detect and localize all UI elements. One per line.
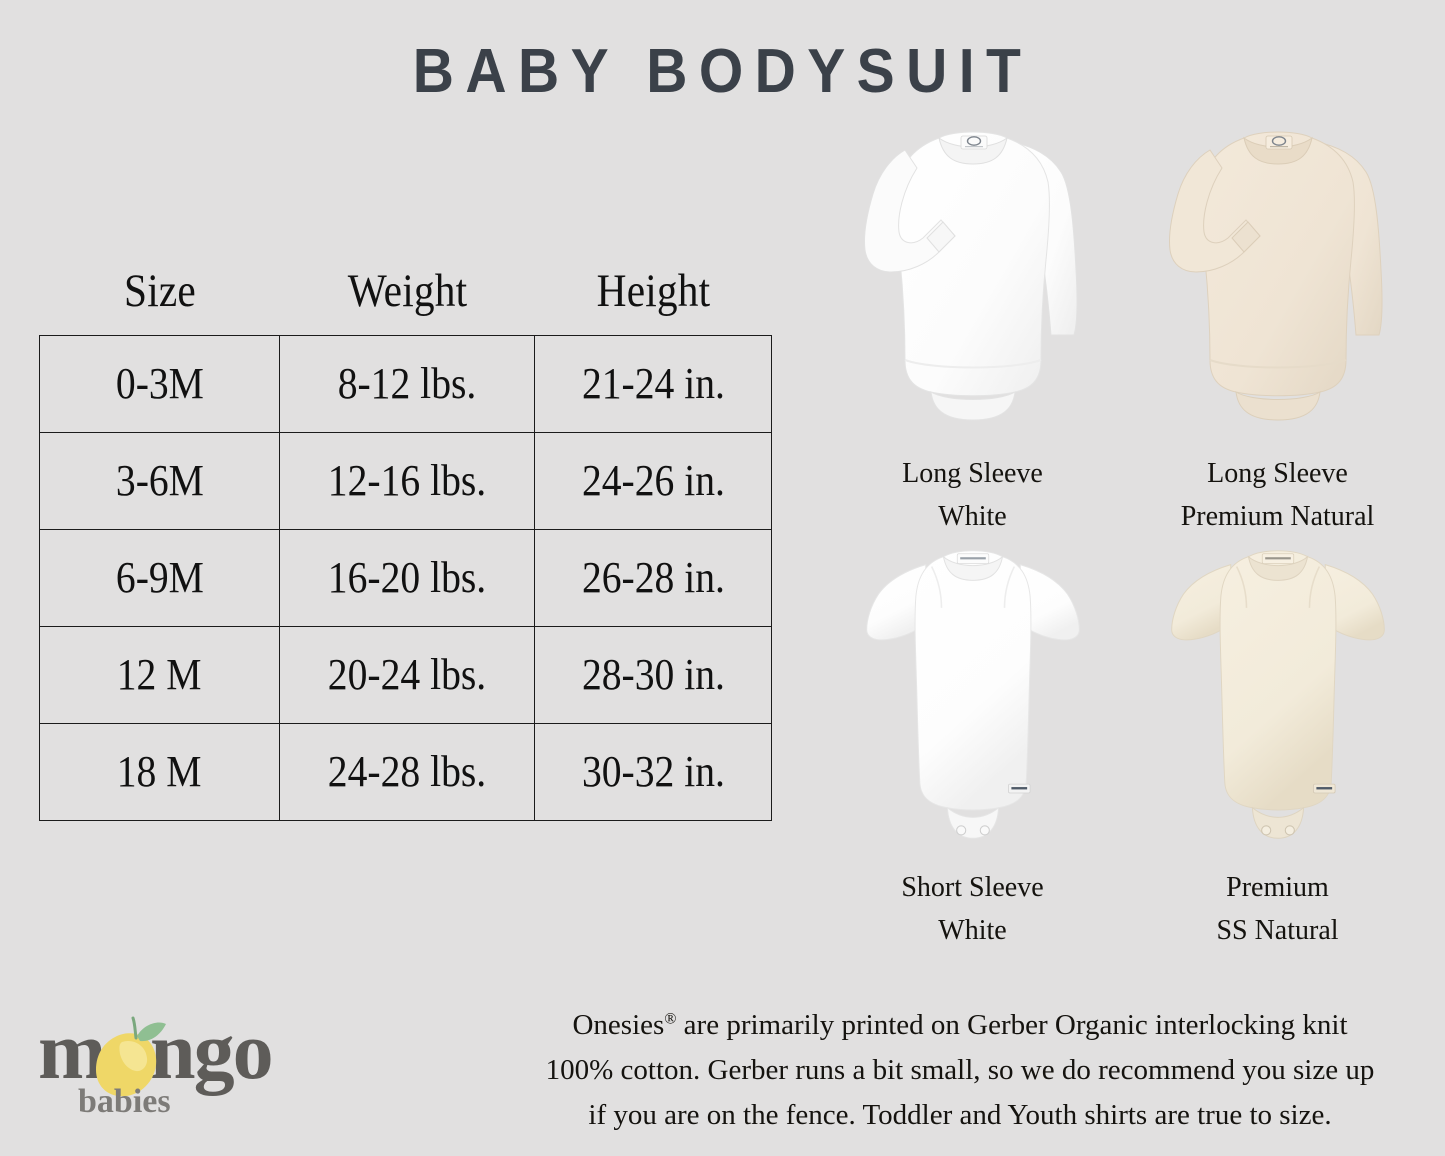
side-hem-tag-icon [1312,783,1335,794]
neck-tag-icon [1265,135,1292,150]
cell-size: 0-3M [39,335,280,433]
disclaimer-line-1: Onesies® are primarily printed on Gerber… [572,1009,1348,1041]
side-hem-tag-icon [1007,783,1030,794]
cell-size: 6-9M [39,529,280,627]
product-label: Long Sleeve White [902,458,1043,533]
disclaimer-text: Onesies® are primarily printed on Gerber… [495,1003,1425,1138]
product-row-long-sleeve: Long Sleeve White [820,120,1430,539]
bodysuit-long-sleeve-natural-image [1148,120,1408,440]
cell-height: 24-26 in. [534,432,772,530]
table-row: 12 M 20-24 lbs. 28-30 in. [39,626,772,724]
column-header-height: Height [596,265,710,317]
mango-icon [96,1016,166,1097]
size-chart-table-wrapper: Size Weight Height 0-3M 8-12 lbs. 21-24 … [39,247,772,821]
column-header-size: Size [123,265,196,317]
bodysuit-long-sleeve-white-image [843,120,1103,440]
disclaimer-line-2: 100% cotton. Gerber runs a bit small, so… [545,1053,1375,1086]
product-long-sleeve-white[interactable]: Long Sleeve White [820,120,1125,539]
cell-height: 26-28 in. [534,529,772,627]
cell-height: 28-30 in. [534,626,772,724]
neck-tag-icon [956,553,989,564]
cell-size: 12 M [39,626,280,724]
table-row: 3-6M 12-16 lbs. 24-26 in. [39,432,772,530]
product-label: Premium SS Natural [1216,871,1339,947]
product-long-sleeve-premium-natural[interactable]: Long Sleeve Premium Natural [1125,120,1430,539]
logo-word-mongo: m [38,1005,105,1096]
product-label: Long Sleeve Premium Natural [1180,458,1375,533]
cell-weight: 8-12 lbs. [279,335,535,433]
product-gallery: Long Sleeve White [820,120,1430,953]
cell-weight: 12-16 lbs. [279,432,535,530]
product-label: Short Sleeve White [901,871,1044,947]
page-title: BABY BODYSUIT [412,37,1033,106]
disclaimer-line-3: if you are on the fence. Toddler and You… [588,1098,1332,1131]
bodysuit-short-sleeve-white-image [843,539,1103,854]
neck-tag-icon [960,135,987,150]
column-header-weight: Weight [347,265,467,317]
cell-size: 3-6M [39,432,280,530]
product-premium-ss-natural[interactable]: Premium SS Natural [1125,539,1430,953]
table-row: 18 M 24-28 lbs. 30-32 in. [39,723,772,821]
size-chart-table: Size Weight Height 0-3M 8-12 lbs. 21-24 … [39,247,772,821]
neck-tag-icon [1261,553,1294,564]
cell-height: 30-32 in. [534,723,772,821]
cell-weight: 20-24 lbs. [279,626,535,724]
table-row: 6-9M 16-20 lbs. 26-28 in. [39,529,772,627]
logo-word-ngo: ngo [150,1005,272,1096]
product-row-short-sleeve: Short Sleeve White [820,539,1430,953]
cell-size: 18 M [39,723,280,821]
product-short-sleeve-white[interactable]: Short Sleeve White [820,539,1125,953]
cell-weight: 24-28 lbs. [279,723,535,821]
brand-logo[interactable]: m ngo babies [38,1000,288,1120]
cell-height: 21-24 in. [534,335,772,433]
cell-weight: 16-20 lbs. [279,529,535,627]
logo-word-babies: babies [78,1083,171,1120]
table-header-row: Size Weight Height [40,247,772,336]
table-row: 0-3M 8-12 lbs. 21-24 in. [39,335,772,433]
bodysuit-short-sleeve-natural-image [1148,539,1408,854]
